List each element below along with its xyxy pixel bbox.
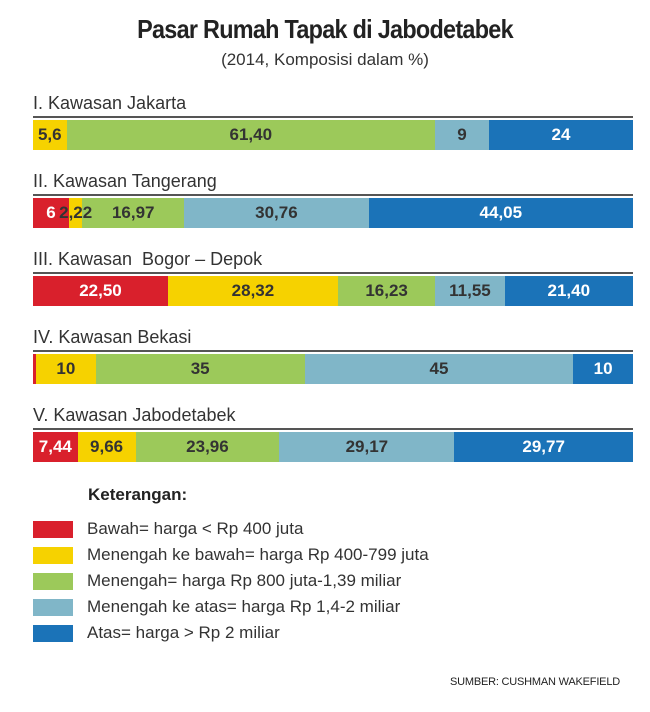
- category-divider: [33, 272, 633, 274]
- data-label: 30,76: [255, 203, 298, 222]
- legend-item: Menengah= harga Rp 800 juta-1,39 miliar: [33, 568, 429, 594]
- category-label: IV. Kawasan Bekasi: [33, 327, 192, 347]
- legend-swatch: [33, 520, 73, 538]
- data-label: 23,96: [186, 437, 229, 456]
- bar-segment-atas: 29,77: [454, 432, 633, 462]
- bar-segment-atas: 44,05: [368, 198, 633, 228]
- data-label: 24: [551, 125, 571, 144]
- legend-item: Menengah ke bawah= harga Rp 400-799 juta: [33, 542, 429, 568]
- data-label: 28,32: [231, 281, 275, 300]
- data-label: 45: [429, 359, 449, 378]
- data-label: 21,40: [547, 281, 591, 300]
- data-label: 29,17: [345, 437, 389, 456]
- legend-swatch: [33, 598, 73, 616]
- bar-segment-atas: 24: [488, 120, 633, 150]
- legend-label: Atas= harga > Rp 2 miliar: [87, 623, 280, 642]
- data-label: 10: [593, 359, 613, 378]
- data-label: 61,40: [229, 125, 273, 144]
- bar-segment-atas: 10: [573, 354, 633, 384]
- data-label: 22,50: [79, 281, 122, 300]
- bar-segment-menengah-ke-bawah: 28,32: [168, 276, 338, 306]
- bar-segment-bawah: 22,50: [33, 276, 168, 306]
- bar-segment-bawah: 7,44: [33, 432, 78, 462]
- bar-segment-menengah-ke-atas: 9: [434, 120, 489, 150]
- legend-item: Bawah= harga < Rp 400 juta: [33, 516, 429, 542]
- data-label: 10: [56, 359, 76, 378]
- stacked-bar: 10 35 45 10: [33, 354, 633, 384]
- category-divider: [33, 194, 633, 196]
- data-label: 16,23: [365, 281, 408, 300]
- category-divider: [33, 116, 633, 118]
- category-divider: [33, 428, 633, 430]
- legend-swatch: [33, 546, 73, 564]
- stacked-bar: 5,6 61,40 9 24: [33, 120, 633, 150]
- data-label: 29,77: [522, 437, 565, 456]
- data-label: 44,05: [479, 203, 523, 222]
- data-label: 9: [457, 125, 467, 144]
- bar-segment-menengah-ke-bawah: 9,66: [77, 432, 136, 462]
- chart-title: Pasar Rumah Tapak di Jabodetabek: [137, 14, 513, 44]
- legend-swatch: [33, 624, 73, 642]
- bar-segment-menengah: 23,96: [135, 432, 280, 462]
- category-section: I. Kawasan Jakarta 5,6 61,40 9 24: [33, 92, 633, 150]
- source-note: SUMBER: CUSHMAN WAKEFIELD: [449, 676, 620, 688]
- data-label: 35: [190, 359, 210, 378]
- stacked-bar: 7,44 9,66 23,96 29,17 29,77: [33, 432, 633, 462]
- bar-segment-bawah: 6: [33, 198, 69, 228]
- data-label: 5,6: [37, 125, 62, 144]
- data-label: 9,66: [90, 437, 124, 456]
- bar-segment-menengah: 61,40: [66, 120, 435, 150]
- bar-segment-bawah: [33, 354, 36, 384]
- category-label: V. Kawasan Jabodetabek: [33, 405, 236, 425]
- bar-segment-menengah-ke-bawah: 10: [36, 354, 96, 384]
- bar-segment-menengah: 16,23: [337, 276, 436, 306]
- category-section: V. Kawasan Jabodetabek 7,44 9,66 23,96 29,17…: [33, 404, 633, 462]
- category-label: II. Kawasan Tangerang: [33, 171, 217, 191]
- category-divider: [33, 350, 633, 352]
- bar-segment-menengah-ke-bawah: 5,6: [33, 120, 67, 150]
- legend-label: Menengah= harga Rp 800 juta-1,39 miliar: [87, 571, 402, 590]
- category-section: II. Kawasan Tangerang 6 2,22 16,97 30,76 44,0…: [33, 170, 633, 228]
- data-label: 6: [46, 203, 56, 222]
- legend-swatch: [33, 572, 73, 590]
- legend-item: Atas= harga > Rp 2 miliar: [33, 620, 429, 646]
- bar-segment-menengah-ke-bawah: 2,22: [59, 198, 92, 228]
- stacked-bar: 22,50 28,32 16,23 11,55 21,40: [33, 276, 633, 306]
- legend-label: Bawah= harga < Rp 400 juta: [87, 519, 304, 538]
- legend: Bawah= harga < Rp 400 juta Menengah ke ba…: [33, 516, 429, 646]
- legend-item: Menengah ke atas= harga Rp 1,4-2 miliar: [33, 594, 429, 620]
- category-label: I. Kawasan Jakarta: [33, 93, 187, 113]
- chart-subtitle: (2014, Komposisi dalam %): [221, 50, 429, 69]
- legend-title: Keterangan:: [88, 485, 188, 504]
- bar-segment-menengah-ke-atas: 11,55: [435, 276, 505, 306]
- stacked-bar: 6 2,22 16,97 30,76 44,05: [33, 198, 633, 228]
- bar-segment-menengah-ke-atas: 45: [304, 354, 574, 384]
- bar-segment-menengah: 16,97: [82, 198, 185, 228]
- category-section: IV. Kawasan Bekasi 10 35 45 10: [33, 326, 633, 384]
- bar-segment-menengah-ke-atas: 30,76: [184, 198, 369, 228]
- data-label: 7,44: [38, 437, 72, 456]
- bar-segment-menengah: 35: [95, 354, 305, 384]
- legend-label: Menengah ke bawah= harga Rp 400-799 juta: [87, 545, 429, 564]
- bar-segment-atas: 21,40: [504, 276, 633, 306]
- data-label: 11,55: [449, 281, 491, 300]
- data-label: 2,22: [59, 203, 93, 222]
- data-label: 16,97: [111, 203, 155, 222]
- bar-segment-menengah-ke-atas: 29,17: [279, 432, 455, 462]
- category-section: III. Kawasan Bogor – Depok 22,50 28,32 16,2…: [33, 248, 633, 306]
- category-label: III. Kawasan Bogor – Depok: [33, 249, 263, 269]
- legend-label: Menengah ke atas= harga Rp 1,4-2 miliar: [87, 597, 401, 616]
